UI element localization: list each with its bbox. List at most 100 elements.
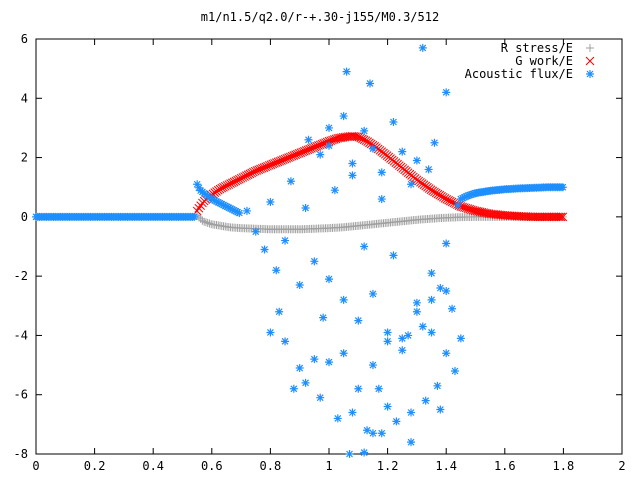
data-point (558, 212, 568, 222)
data-point (377, 429, 386, 438)
data-point (193, 180, 202, 189)
data-point (389, 118, 398, 126)
data-point (304, 135, 313, 144)
data-point (194, 203, 204, 213)
data-point (427, 295, 436, 304)
x-tick-label: 0 (32, 459, 39, 473)
data-point (216, 199, 225, 208)
data-point (316, 150, 325, 159)
data-point (217, 200, 226, 209)
data-point (345, 450, 354, 458)
data-point (450, 367, 459, 375)
data-point (339, 112, 348, 121)
data-point (383, 328, 392, 337)
data-point (418, 43, 427, 52)
data-point (198, 216, 207, 225)
data-point (295, 364, 304, 373)
x-tick-label: 0.8 (260, 459, 282, 473)
data-point (205, 219, 214, 228)
data-point (461, 203, 471, 213)
data-point (242, 206, 251, 215)
data-point (336, 133, 346, 143)
x-tick-label: 1.2 (377, 459, 399, 473)
data-point (348, 408, 357, 417)
series-cross-marks (192, 131, 568, 222)
data-point (335, 133, 344, 143)
y-tick-label: 0 (21, 210, 28, 224)
data-point (203, 218, 212, 227)
data-point (377, 195, 386, 204)
data-point (407, 438, 416, 447)
chart-title: m1/n1.5/q2.0/r-+.30-j155/M0.3/512 (201, 10, 439, 24)
y-tick-label: 6 (21, 32, 28, 46)
data-point (208, 195, 217, 204)
y-tick-label: 2 (21, 151, 28, 165)
data-point (442, 88, 451, 97)
data-point (201, 218, 210, 227)
data-point (474, 207, 483, 216)
data-point (482, 208, 492, 218)
data-point (333, 414, 342, 423)
data-point (460, 193, 469, 202)
data-point (436, 405, 445, 414)
data-point (266, 328, 275, 337)
data-point (404, 331, 413, 340)
data-point (360, 448, 369, 457)
data-point (316, 393, 325, 402)
data-point (392, 417, 401, 426)
data-point (479, 208, 489, 217)
data-point (260, 245, 269, 254)
data-point (456, 334, 465, 343)
data-point (196, 201, 206, 210)
data-point (310, 257, 319, 266)
data-point (554, 212, 564, 222)
data-point (412, 307, 421, 316)
data-point (374, 384, 383, 393)
data-point (368, 289, 377, 298)
data-point (226, 204, 235, 213)
data-marks (32, 43, 568, 458)
data-point (433, 381, 442, 390)
data-point (214, 198, 223, 207)
data-point (407, 180, 416, 189)
data-point (281, 337, 290, 346)
data-point (272, 266, 281, 275)
data-point (325, 141, 333, 150)
data-point (231, 207, 240, 216)
data-point (442, 286, 451, 295)
data-point (348, 159, 357, 168)
data-point (194, 183, 203, 192)
x-tick-label: 1 (325, 459, 332, 473)
data-point (436, 284, 445, 292)
data-point (251, 227, 260, 236)
data-point (266, 198, 275, 207)
data-point (281, 236, 290, 245)
data-point (442, 349, 451, 358)
data-point (224, 203, 233, 212)
data-point (430, 138, 439, 147)
data-point (453, 201, 462, 209)
data-point (223, 202, 232, 211)
data-point (325, 275, 333, 284)
data-point (219, 201, 228, 209)
data-point (230, 206, 239, 215)
legend-marker (585, 56, 595, 66)
data-point (427, 328, 436, 337)
data-point (462, 192, 471, 201)
data-point (349, 131, 358, 141)
data-point (275, 307, 284, 316)
data-point (295, 281, 304, 290)
legend-label: R stress/E (501, 41, 573, 55)
data-point (475, 207, 485, 217)
data-point (348, 171, 357, 180)
y-tick-label: 4 (21, 91, 28, 105)
data-point (412, 156, 421, 165)
x-tick-label: 0.2 (84, 459, 106, 473)
data-point (463, 204, 473, 213)
y-tick-label: -4 (14, 328, 28, 342)
data-point (424, 165, 433, 174)
data-point (228, 205, 237, 214)
data-point (481, 208, 490, 218)
